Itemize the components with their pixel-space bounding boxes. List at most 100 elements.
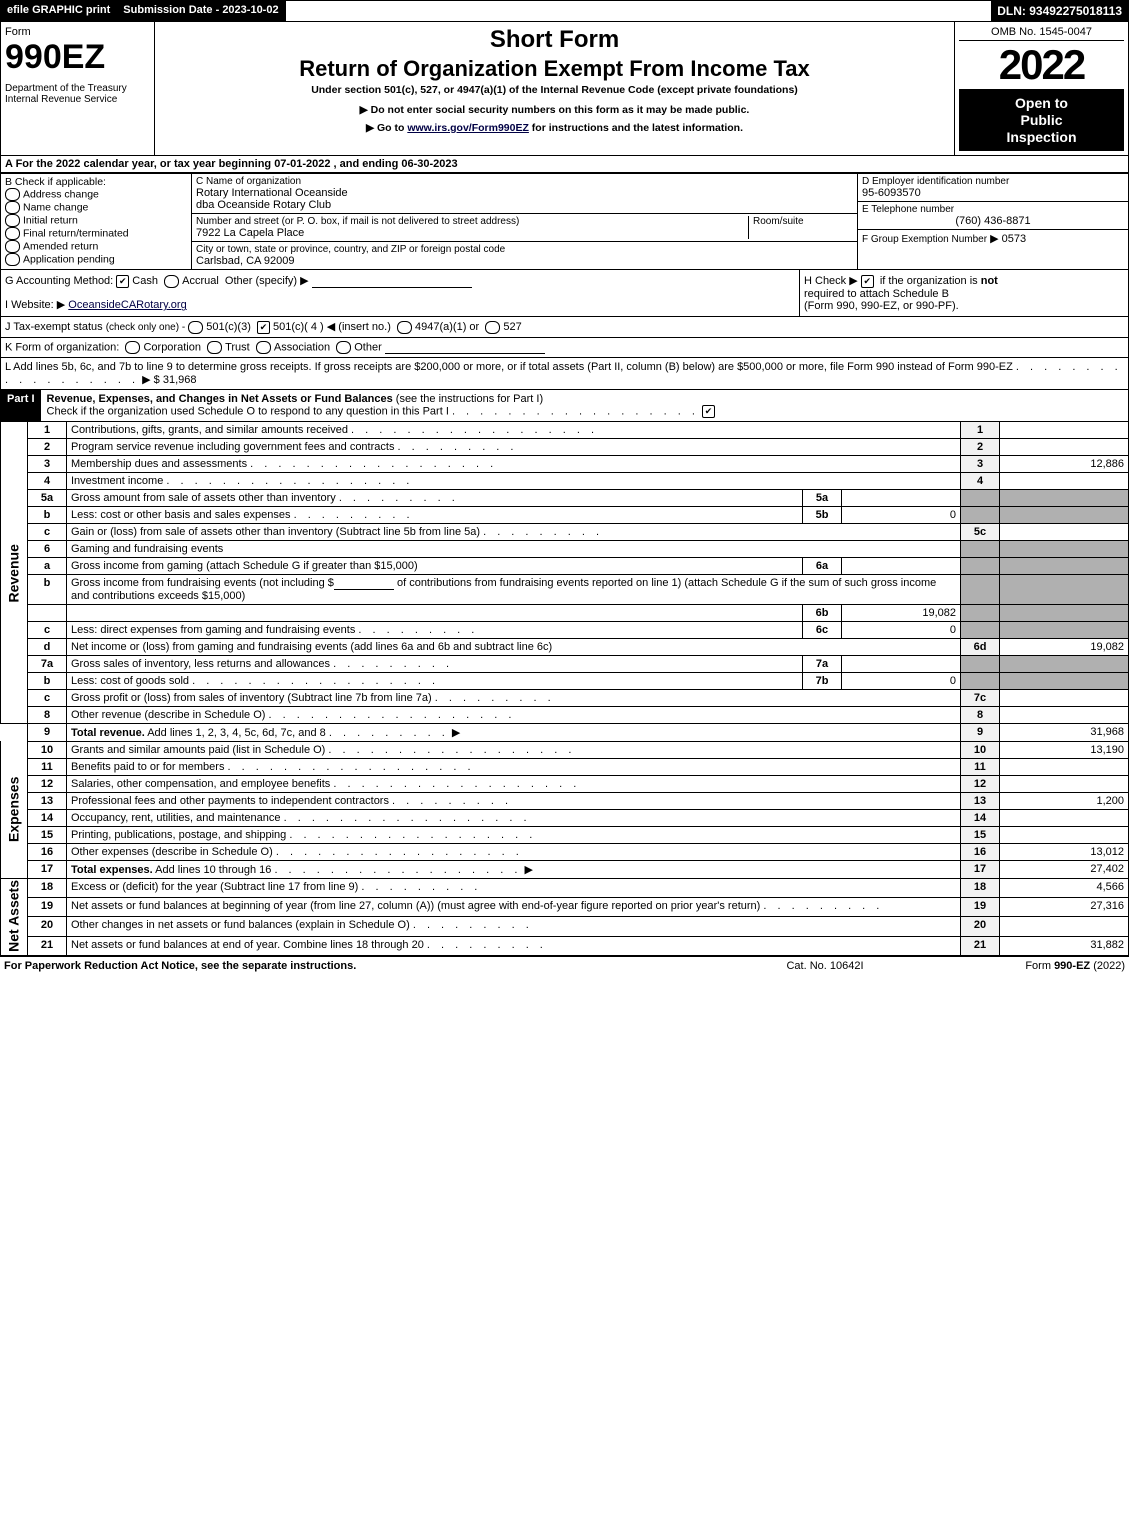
chk-application-pending[interactable]: Application pending: [5, 253, 187, 266]
line-amount: 1,200: [1000, 792, 1129, 809]
table-row: 12Salaries, other compensation, and empl…: [1, 775, 1129, 792]
table-row: 6Gaming and fundraising events: [1, 540, 1129, 557]
grey-cell: [1000, 489, 1129, 506]
line-amount: 19,082: [1000, 638, 1129, 655]
under-section-text: Under section 501(c), 527, or 4947(a)(1)…: [159, 84, 950, 96]
line6b-contrib-input[interactable]: [334, 577, 394, 590]
line-amount: 31,882: [1000, 936, 1129, 955]
grey-cell: [1000, 621, 1129, 638]
chk-accrual[interactable]: [164, 275, 179, 288]
chk-initial-return-label: Initial return: [23, 215, 78, 227]
section-gh: G Accounting Method: ✔Cash Accrual Other…: [0, 270, 1129, 317]
return-title: Return of Organization Exempt From Incom…: [159, 56, 950, 82]
line-text: Membership dues and assessments: [71, 458, 247, 470]
line-text: Gross sales of inventory, less returns a…: [71, 658, 330, 670]
chk-amended-return-label: Amended return: [23, 241, 98, 253]
section-k: K Form of organization: Corporation Trus…: [0, 338, 1129, 358]
line-amount: 13,190: [1000, 741, 1129, 758]
table-row: 9Total revenue. Total revenue. Add lines…: [1, 723, 1129, 741]
efile-print-label[interactable]: efile GRAPHIC print: [1, 1, 117, 21]
chk-name-change[interactable]: Name change: [5, 201, 187, 214]
footer-left: For Paperwork Reduction Act Notice, see …: [4, 960, 725, 972]
chk-address-change-label: Address change: [23, 189, 99, 201]
table-row: bLess: cost or other basis and sales exp…: [1, 506, 1129, 523]
grey-cell: [961, 655, 1000, 672]
line-text: Gross profit or (loss) from sales of inv…: [71, 692, 432, 704]
sub-line-num: 7b: [803, 672, 842, 689]
line-text: Gaming and fundraising events: [67, 540, 961, 557]
form-word: Form: [5, 26, 150, 38]
section-h: H Check ▶ ✔ if the organization is not r…: [799, 270, 1128, 316]
line-right-num: 15: [961, 826, 1000, 843]
table-row: 8Other revenue (describe in Schedule O) …: [1, 706, 1129, 723]
table-row: aGross income from gaming (attach Schedu…: [1, 557, 1129, 574]
line-text: Gross income from fundraising events (no…: [71, 577, 334, 589]
dept-label: Department of the Treasury Internal Reve…: [5, 83, 150, 105]
header-left: Form 990EZ Department of the Treasury In…: [1, 22, 155, 155]
table-row: 17Total expenses. Add lines 10 through 1…: [1, 860, 1129, 878]
chk-corporation[interactable]: [125, 341, 140, 354]
chk-527[interactable]: [485, 321, 500, 334]
other-specify-input[interactable]: [312, 275, 472, 288]
line-amount: [1000, 826, 1129, 843]
grey-cell: [961, 557, 1000, 574]
sub-line-num: 7a: [803, 655, 842, 672]
line-text: Net assets or fund balances at end of ye…: [71, 939, 424, 951]
table-row: 2Program service revenue including gover…: [1, 438, 1129, 455]
line-text: Net assets or fund balances at beginning…: [71, 900, 760, 912]
chk-4947[interactable]: [397, 321, 412, 334]
j-4947-label: 4947(a)(1) or: [415, 321, 479, 333]
section-l: L Add lines 5b, 6c, and 7b to line 9 to …: [0, 358, 1129, 390]
grey-cell: [961, 672, 1000, 689]
line-right-num: 20: [961, 917, 1000, 936]
line-right-num: 8: [961, 706, 1000, 723]
k-other-input[interactable]: [385, 341, 545, 354]
org-street: 7922 La Capela Place: [196, 227, 748, 239]
part1-paren: (see the instructions for Part I): [396, 393, 543, 405]
table-row: 13Professional fees and other payments t…: [1, 792, 1129, 809]
chk-final-return[interactable]: Final return/terminated: [5, 227, 187, 240]
tax-year: 2022: [959, 41, 1124, 89]
table-row: 20Other changes in net assets or fund ba…: [1, 917, 1129, 936]
open-to-public-box: Open to Public Inspection: [959, 89, 1124, 151]
grey-cell: [1000, 604, 1129, 621]
j-527-label: 527: [503, 321, 521, 333]
line-right-num: 9: [961, 723, 1000, 741]
line-amount: [1000, 917, 1129, 936]
line-right-num: 14: [961, 809, 1000, 826]
chk-h[interactable]: ✔: [861, 275, 874, 288]
chk-501c3[interactable]: [188, 321, 203, 334]
c-name-label: C Name of organization: [196, 176, 853, 187]
footer-right: Form 990-EZ (2022): [925, 960, 1125, 972]
line-right-num: 17: [961, 860, 1000, 878]
chk-501c[interactable]: ✔: [257, 321, 270, 334]
line-amount: [1000, 706, 1129, 723]
grey-cell: [961, 574, 1000, 604]
chk-initial-return[interactable]: Initial return: [5, 214, 187, 227]
line-text: Benefits paid to or for members: [71, 761, 224, 773]
group-exemption-value: 0573: [1002, 233, 1026, 245]
irs-link[interactable]: www.irs.gov/Form990EZ: [407, 122, 529, 134]
chk-address-change[interactable]: Address change: [5, 188, 187, 201]
section-c: C Name of organization Rotary Internatio…: [192, 174, 858, 269]
dln-label: DLN: 93492275018113: [991, 1, 1128, 21]
sub-line-num: 5a: [803, 489, 842, 506]
chk-association[interactable]: [256, 341, 271, 354]
chk-name-change-label: Name change: [23, 202, 88, 214]
website-link[interactable]: OceansideCARotary.org: [68, 299, 186, 311]
chk-cash[interactable]: ✔: [116, 275, 129, 288]
chk-amended-return[interactable]: Amended return: [5, 240, 187, 253]
h-text-4: (Form 990, 990-EZ, or 990-PF).: [804, 300, 1124, 312]
line-num: 1: [28, 422, 67, 439]
chk-final-return-label: Final return/terminated: [23, 228, 129, 240]
chk-other[interactable]: [336, 341, 351, 354]
section-a: A For the 2022 calendar year, or tax yea…: [0, 156, 1129, 173]
table-row: dNet income or (loss) from gaming and fu…: [1, 638, 1129, 655]
chk-schedule-o[interactable]: ✔: [702, 405, 715, 418]
line-right-num: 6d: [961, 638, 1000, 655]
line-text: Excess or (deficit) for the year (Subtra…: [71, 881, 358, 893]
k-trust-label: Trust: [225, 341, 250, 353]
grey-cell: [1000, 557, 1129, 574]
chk-trust[interactable]: [207, 341, 222, 354]
grey-cell: [1000, 540, 1129, 557]
